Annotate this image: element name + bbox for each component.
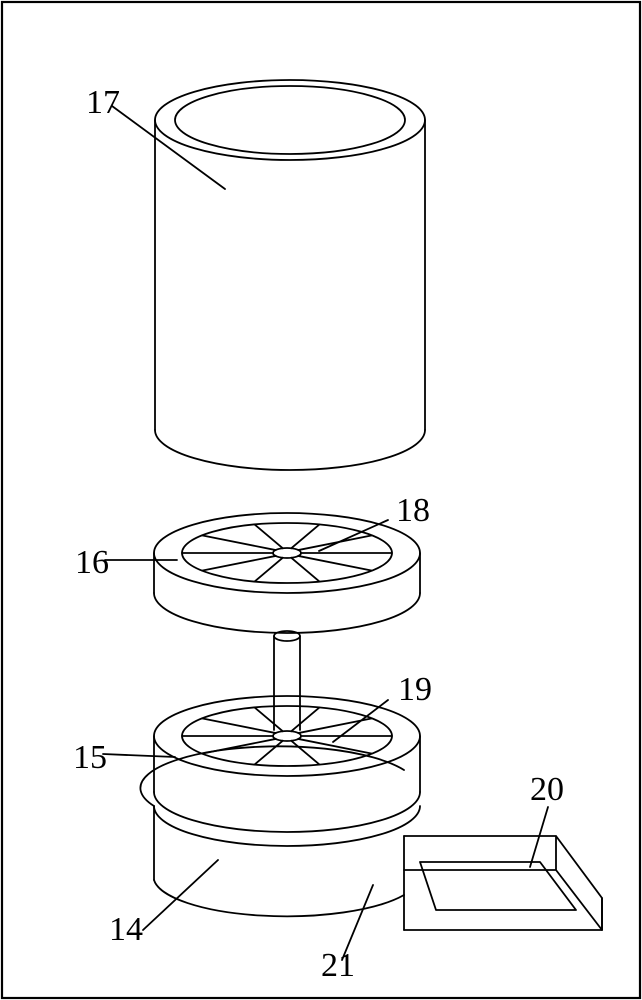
leader-17 [112,106,225,189]
ring15-blades-19 [182,707,392,764]
tray-outer [404,836,602,930]
label-21: 21 [321,947,355,984]
ring15-bottom-arc [154,792,420,832]
blade [298,535,372,550]
base-top-arc [154,806,420,846]
blade [202,556,276,571]
leader-21 [342,885,373,960]
label-16: 16 [75,544,109,581]
label-15: 15 [73,739,107,776]
cyl17-top-outer [155,80,425,160]
label-20: 20 [530,771,564,808]
cylinder-17 [155,80,425,470]
blade [298,556,372,571]
shaft [274,631,300,730]
label-19: 19 [398,671,432,708]
ring-16 [154,513,420,633]
blade [291,707,319,731]
blade [202,718,276,733]
blade [291,524,319,548]
cyl17-top-inner [175,86,405,154]
blade [255,524,283,548]
label-14: 14 [109,911,143,948]
ring16-hub-18 [273,548,301,558]
ring15-hub [273,731,301,741]
blade [291,741,319,765]
callouts: 14 15 16 17 18 19 20 21 [73,84,564,984]
frame-rect [2,2,640,998]
ring16-bottom-arc [154,593,420,633]
blade [291,558,319,582]
leader-20 [530,807,548,867]
tray-20 [404,836,602,930]
blade [255,707,283,731]
blade [202,535,276,550]
label-17: 17 [86,84,120,121]
label-18: 18 [396,492,430,529]
blade [255,558,283,582]
blade [255,741,283,765]
technical-diagram: 14 15 16 17 18 19 20 21 [0,0,642,1000]
cyl17-bottom-arc [155,430,425,470]
ring-15 [154,696,420,832]
leader-15 [103,754,175,757]
base-14 [140,746,420,930]
